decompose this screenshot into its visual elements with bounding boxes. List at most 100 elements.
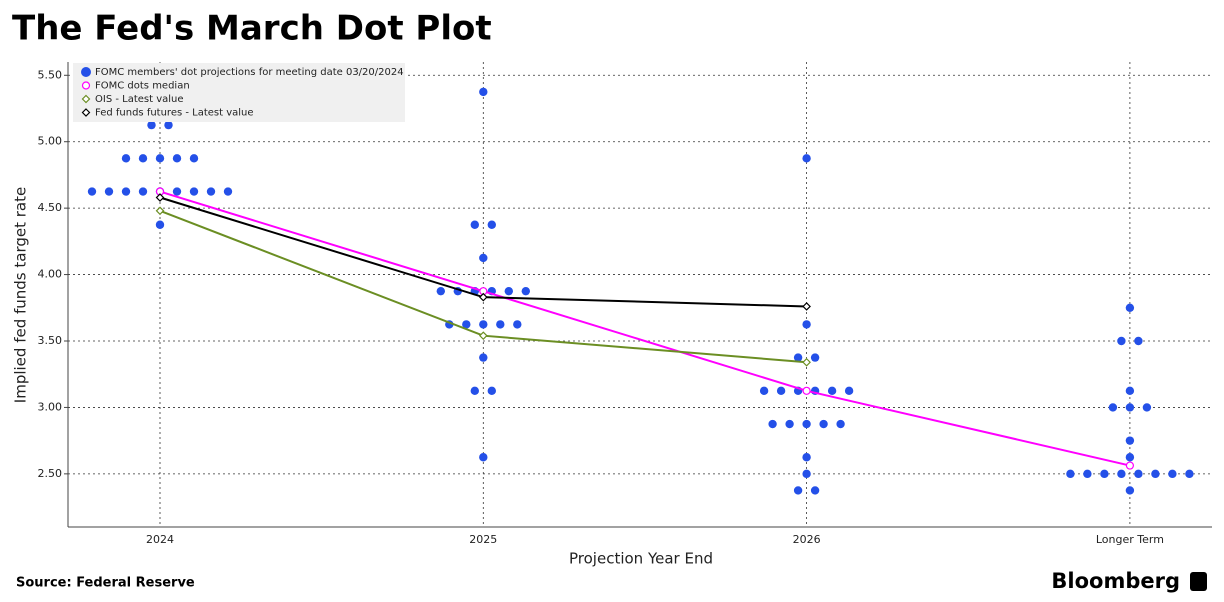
- marker: [155, 193, 165, 202]
- dot: [172, 154, 182, 163]
- legend-label: Fed funds futures - Latest value: [95, 108, 254, 119]
- x-tick-label: 2025: [469, 533, 497, 546]
- dot: [521, 286, 530, 296]
- dot: [1125, 403, 1135, 412]
- dot: [1125, 303, 1135, 312]
- dot: [155, 220, 165, 229]
- dot: [206, 187, 216, 196]
- legend-swatch: [81, 94, 91, 104]
- marker: [155, 206, 165, 216]
- dot: [155, 154, 165, 163]
- marker: [1125, 461, 1135, 470]
- marker: [802, 386, 811, 395]
- dot: [487, 386, 496, 396]
- dot: [164, 120, 173, 130]
- dot: [1117, 336, 1126, 346]
- dot: [479, 253, 488, 263]
- legend-box: [73, 63, 405, 122]
- x-tick-label: 2026: [793, 533, 821, 546]
- dot: [147, 120, 156, 130]
- brand-icon: [1190, 572, 1207, 591]
- dot: [504, 286, 513, 296]
- dot: [802, 469, 811, 479]
- x-tick-label: 2024: [146, 533, 174, 546]
- dot: [496, 320, 505, 329]
- dot: [189, 154, 199, 163]
- legend-swatch: [81, 108, 91, 117]
- dot: [1151, 469, 1160, 479]
- x-axis-label: Projection Year End: [569, 550, 713, 568]
- dot: [436, 286, 445, 296]
- marker: [802, 357, 811, 367]
- dot: [1134, 469, 1143, 479]
- dot: [479, 320, 488, 329]
- dot: [785, 419, 794, 429]
- y-tick-label: 3.50: [38, 334, 63, 347]
- dot: [776, 386, 786, 396]
- dot: [819, 419, 828, 429]
- dot: [1168, 469, 1177, 479]
- legend-label: FOMC members' dot projections for meetin…: [95, 67, 404, 78]
- marker: [478, 331, 488, 341]
- dot: [1108, 403, 1118, 412]
- legend-label: FOMC dots median: [95, 81, 190, 92]
- dot: [768, 419, 777, 429]
- dot: [1117, 469, 1126, 479]
- dot: [1125, 486, 1135, 495]
- dot: [802, 419, 811, 429]
- dot: [223, 187, 233, 196]
- series-line: [159, 190, 1131, 467]
- source: Source: Federal Reserve: [16, 576, 195, 591]
- dot: [479, 353, 488, 362]
- dot: [793, 486, 803, 495]
- dot: [1066, 469, 1075, 479]
- y-tick-label: 4.50: [38, 201, 63, 214]
- dot: [793, 353, 803, 362]
- dot: [827, 386, 837, 396]
- legend-label: OIS - Latest value: [95, 94, 184, 105]
- dot: [802, 320, 811, 329]
- dot: [844, 386, 854, 396]
- dot: [759, 386, 769, 396]
- dot: [1083, 469, 1092, 479]
- y-tick-label: 5.50: [38, 68, 63, 81]
- dot: [138, 154, 148, 163]
- dot: [479, 453, 488, 462]
- marker: [802, 302, 811, 311]
- dot: [487, 220, 496, 229]
- dot: [121, 154, 131, 163]
- dot: [836, 419, 845, 429]
- dot: [104, 187, 114, 196]
- dot: [87, 187, 97, 196]
- dot: [462, 320, 471, 329]
- dot: [172, 187, 182, 196]
- dot: [1125, 386, 1135, 396]
- y-tick-label: 5.00: [38, 135, 63, 148]
- brand: Bloomberg: [1051, 569, 1180, 593]
- dot: [802, 453, 811, 462]
- dot: [1142, 403, 1152, 412]
- dot: [802, 154, 811, 163]
- dot: [810, 486, 820, 495]
- y-tick-label: 4.00: [38, 268, 63, 281]
- y-axis-label: Implied fed funds target rate: [12, 187, 30, 403]
- dot: [479, 87, 488, 97]
- dot: [138, 187, 148, 196]
- dot: [513, 320, 522, 329]
- dot: [1100, 469, 1109, 479]
- y-tick-label: 2.50: [38, 467, 63, 480]
- legend-swatch: [81, 81, 91, 90]
- chart-title: The Fed's March Dot Plot: [12, 9, 492, 49]
- marker: [478, 292, 488, 302]
- x-tick-label: Longer Term: [1096, 533, 1164, 546]
- dot: [189, 187, 199, 196]
- dot: [121, 187, 131, 196]
- legend-swatch: [81, 67, 91, 77]
- dot: [470, 386, 479, 396]
- y-tick-label: 3.00: [38, 400, 63, 413]
- dot: [1125, 453, 1135, 462]
- dot: [1134, 336, 1143, 346]
- dot: [470, 220, 479, 229]
- dot: [810, 353, 820, 362]
